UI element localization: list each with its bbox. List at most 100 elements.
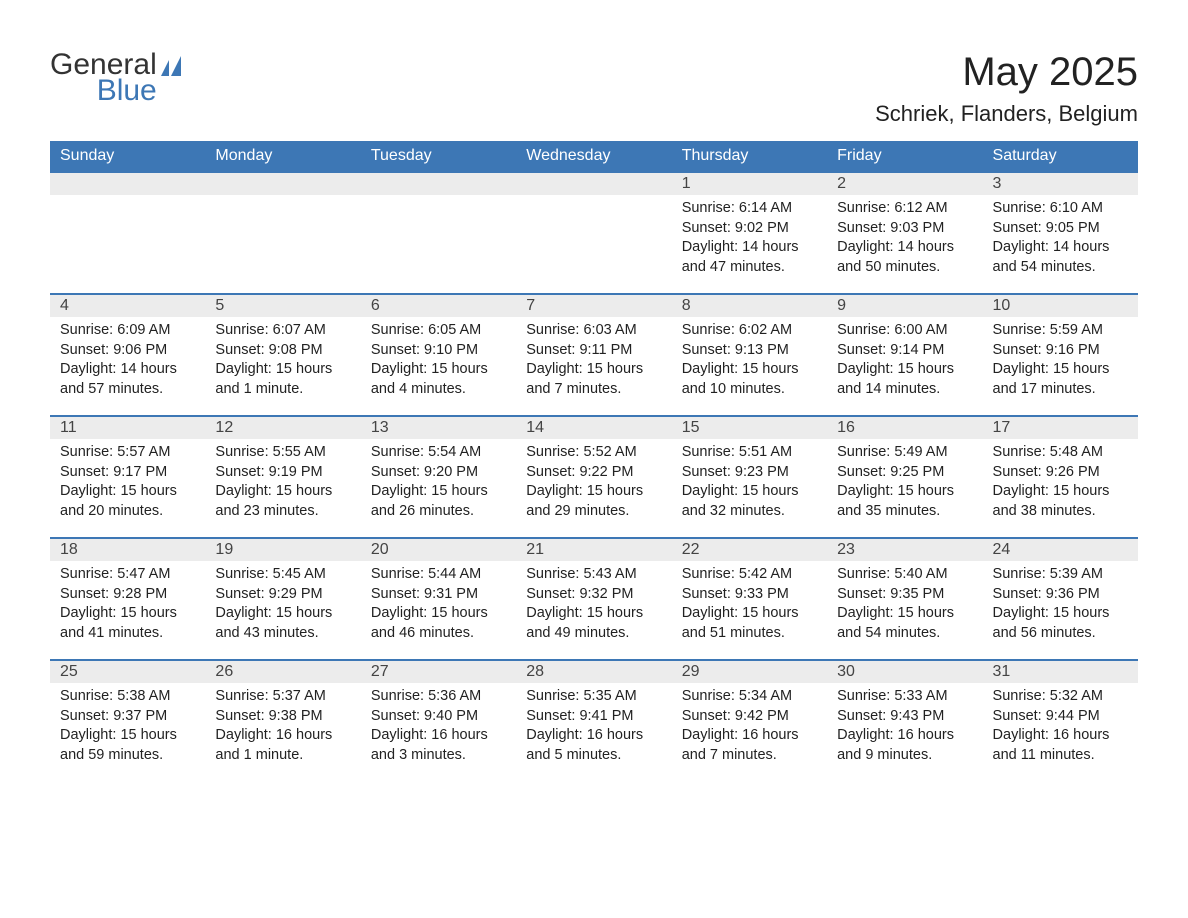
sunset-text: Sunset: 9:02 PM — [682, 219, 817, 239]
daylight-text: Daylight: 16 hours and 7 minutes. — [682, 726, 817, 765]
day-number: 14 — [516, 417, 671, 439]
sunrise-text: Sunrise: 5:35 AM — [526, 687, 661, 707]
day-of-week-header: Monday — [205, 141, 360, 171]
day-number: 29 — [672, 661, 827, 683]
week-row: 18Sunrise: 5:47 AMSunset: 9:28 PMDayligh… — [50, 537, 1138, 659]
sunset-text: Sunset: 9:03 PM — [837, 219, 972, 239]
daylight-text: Daylight: 15 hours and 14 minutes. — [837, 360, 972, 399]
sunset-text: Sunset: 9:37 PM — [60, 707, 195, 727]
calendar-cell: 27Sunrise: 5:36 AMSunset: 9:40 PMDayligh… — [361, 661, 516, 781]
sunrise-text: Sunrise: 5:33 AM — [837, 687, 972, 707]
day-of-week-header-row: SundayMondayTuesdayWednesdayThursdayFrid… — [50, 141, 1138, 171]
daylight-text: Daylight: 15 hours and 41 minutes. — [60, 604, 195, 643]
day-number — [361, 173, 516, 195]
day-of-week-header: Wednesday — [516, 141, 671, 171]
sunset-text: Sunset: 9:41 PM — [526, 707, 661, 727]
calendar-cell: 15Sunrise: 5:51 AMSunset: 9:23 PMDayligh… — [672, 417, 827, 537]
sunset-text: Sunset: 9:31 PM — [371, 585, 506, 605]
day-number — [50, 173, 205, 195]
day-number: 5 — [205, 295, 360, 317]
day-of-week-header: Sunday — [50, 141, 205, 171]
daylight-text: Daylight: 15 hours and 49 minutes. — [526, 604, 661, 643]
calendar-cell: 13Sunrise: 5:54 AMSunset: 9:20 PMDayligh… — [361, 417, 516, 537]
sunset-text: Sunset: 9:35 PM — [837, 585, 972, 605]
day-number: 27 — [361, 661, 516, 683]
calendar-cell: 29 Sunrise: 5:34 AMSunset: 9:42 PMDayligh… — [672, 661, 827, 781]
sunrise-text: Sunrise: 5:51 AM — [682, 443, 817, 463]
calendar-grid: SundayMondayTuesdayWednesdayThursdayFrid… — [50, 141, 1138, 781]
calendar-cell: 23Sunrise: 5:40 AMSunset: 9:35 PMDayligh… — [827, 539, 982, 659]
daylight-text: Daylight: 16 hours and 1 minute. — [215, 726, 350, 765]
daylight-text: Daylight: 15 hours and 51 minutes. — [682, 604, 817, 643]
calendar-cell: 18Sunrise: 5:47 AMSunset: 9:28 PMDayligh… — [50, 539, 205, 659]
sunrise-text: Sunrise: 5:57 AM — [60, 443, 195, 463]
sunrise-text: Sunrise: 5:49 AM — [837, 443, 972, 463]
sunset-text: Sunset: 9:17 PM — [60, 463, 195, 483]
day-number: 31 — [983, 661, 1138, 683]
calendar-cell: 20Sunrise: 5:44 AMSunset: 9:31 PMDayligh… — [361, 539, 516, 659]
calendar-cell: 16Sunrise: 5:49 AMSunset: 9:25 PMDayligh… — [827, 417, 982, 537]
calendar-cell — [361, 173, 516, 293]
sunrise-text: Sunrise: 5:48 AM — [993, 443, 1128, 463]
sunset-text: Sunset: 9:33 PM — [682, 585, 817, 605]
title-block: May 2025 Schriek, Flanders, Belgium — [875, 50, 1138, 127]
day-number: 7 — [516, 295, 671, 317]
calendar-cell: 10Sunrise: 5:59 AMSunset: 9:16 PMDayligh… — [983, 295, 1138, 415]
daylight-text: Daylight: 15 hours and 46 minutes. — [371, 604, 506, 643]
daylight-text: Daylight: 15 hours and 7 minutes. — [526, 360, 661, 399]
day-of-week-header: Tuesday — [361, 141, 516, 171]
sunrise-text: Sunrise: 6:05 AM — [371, 321, 506, 341]
day-number: 12 — [205, 417, 360, 439]
sunrise-text: Sunrise: 5:40 AM — [837, 565, 972, 585]
sunset-text: Sunset: 9:36 PM — [993, 585, 1128, 605]
calendar-cell: 8Sunrise: 6:02 AMSunset: 9:13 PMDaylight… — [672, 295, 827, 415]
sunrise-text: Sunrise: 5:38 AM — [60, 687, 195, 707]
weeks-container: 1Sunrise: 6:14 AMSunset: 9:02 PMDaylight… — [50, 171, 1138, 781]
calendar-cell: 3Sunrise: 6:10 AMSunset: 9:05 PMDaylight… — [983, 173, 1138, 293]
sunset-text: Sunset: 9:06 PM — [60, 341, 195, 361]
day-number: 17 — [983, 417, 1138, 439]
day-number: 23 — [827, 539, 982, 561]
sunrise-text: Sunrise: 6:00 AM — [837, 321, 972, 341]
daylight-text: Daylight: 15 hours and 26 minutes. — [371, 482, 506, 521]
daylight-text: Daylight: 15 hours and 56 minutes. — [993, 604, 1128, 643]
sunrise-text: Sunrise: 5:42 AM — [682, 565, 817, 585]
daylight-text: Daylight: 14 hours and 47 minutes. — [682, 238, 817, 277]
sunset-text: Sunset: 9:42 PM — [682, 707, 817, 727]
day-number: 26 — [205, 661, 360, 683]
sunset-text: Sunset: 9:32 PM — [526, 585, 661, 605]
sunrise-text: Sunrise: 5:54 AM — [371, 443, 506, 463]
logo-chart-icon — [161, 56, 189, 76]
daylight-text: Daylight: 16 hours and 5 minutes. — [526, 726, 661, 765]
sunset-text: Sunset: 9:38 PM — [215, 707, 350, 727]
sunrise-text: Sunrise: 5:34 AM — [682, 687, 817, 707]
month-title: May 2025 — [875, 50, 1138, 95]
day-of-week-header: Saturday — [983, 141, 1138, 171]
daylight-text: Daylight: 15 hours and 38 minutes. — [993, 482, 1128, 521]
calendar-cell — [205, 173, 360, 293]
sunset-text: Sunset: 9:44 PM — [993, 707, 1128, 727]
day-number: 13 — [361, 417, 516, 439]
sunrise-text: Sunrise: 6:14 AM — [682, 199, 817, 219]
calendar-cell — [516, 173, 671, 293]
calendar-cell: 14Sunrise: 5:52 AMSunset: 9:22 PMDayligh… — [516, 417, 671, 537]
day-number: 11 — [50, 417, 205, 439]
calendar-cell: 21Sunrise: 5:43 AMSunset: 9:32 PMDayligh… — [516, 539, 671, 659]
day-number: 28 — [516, 661, 671, 683]
calendar-cell: 31Sunrise: 5:32 AMSunset: 9:44 PMDayligh… — [983, 661, 1138, 781]
day-number: 6 — [361, 295, 516, 317]
calendar-cell: 5Sunrise: 6:07 AMSunset: 9:08 PMDaylight… — [205, 295, 360, 415]
calendar-cell: 24Sunrise: 5:39 AMSunset: 9:36 PMDayligh… — [983, 539, 1138, 659]
day-number: 15 — [672, 417, 827, 439]
day-number: 9 — [827, 295, 982, 317]
sunrise-text: Sunrise: 5:39 AM — [993, 565, 1128, 585]
sunset-text: Sunset: 9:22 PM — [526, 463, 661, 483]
sunset-text: Sunset: 9:19 PM — [215, 463, 350, 483]
calendar-cell: 12Sunrise: 5:55 AMSunset: 9:19 PMDayligh… — [205, 417, 360, 537]
sunset-text: Sunset: 9:10 PM — [371, 341, 506, 361]
daylight-text: Daylight: 15 hours and 10 minutes. — [682, 360, 817, 399]
calendar-cell: 30Sunrise: 5:33 AMSunset: 9:43 PMDayligh… — [827, 661, 982, 781]
week-row: 4Sunrise: 6:09 AMSunset: 9:06 PMDaylight… — [50, 293, 1138, 415]
calendar-cell: 19Sunrise: 5:45 AMSunset: 9:29 PMDayligh… — [205, 539, 360, 659]
daylight-text: Daylight: 14 hours and 57 minutes. — [60, 360, 195, 399]
